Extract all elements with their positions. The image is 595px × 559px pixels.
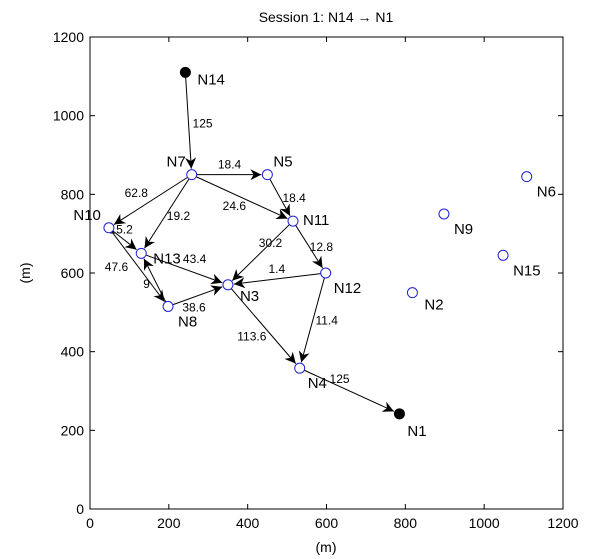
node-label: N7 xyxy=(167,154,186,171)
node-label: N10 xyxy=(73,207,101,224)
edge-N10-N13 xyxy=(112,230,137,251)
chart-title: Session 1: N14 → N1 xyxy=(259,9,394,25)
node-label: N12 xyxy=(334,280,362,297)
edge-N7-N10 xyxy=(113,176,188,225)
edge-N10-N8 xyxy=(111,231,165,302)
node-label: N2 xyxy=(424,297,443,314)
edge-weight-label: 113.6 xyxy=(237,329,266,343)
edge-weight-label: 1.4 xyxy=(268,262,285,276)
edge-weight-label: 18.4 xyxy=(283,191,307,205)
edge-weight-label: 24.6 xyxy=(223,199,247,213)
node-label: N14 xyxy=(197,71,225,88)
edge-weight-label: 125 xyxy=(330,372,350,386)
edge-weight-label: 125 xyxy=(193,117,213,131)
node-N5 xyxy=(261,169,273,181)
node-N12 xyxy=(320,267,332,279)
edge-N12-N4 xyxy=(298,277,325,363)
node-N13 xyxy=(135,247,147,259)
edge-N7-N13 xyxy=(144,178,190,249)
node-layer xyxy=(103,66,533,420)
node-N3 xyxy=(222,279,234,291)
node-N2 xyxy=(406,287,418,299)
y-axis-label: (m) xyxy=(17,263,33,284)
node-label: N9 xyxy=(454,221,473,238)
edge-weight-label: 11.4 xyxy=(315,314,338,328)
edge-weight-label: 12.8 xyxy=(310,240,334,254)
node-N8 xyxy=(162,300,174,312)
node-N9 xyxy=(438,208,450,220)
node-label: N5 xyxy=(273,154,292,171)
node-label: N3 xyxy=(240,288,259,305)
node-N6 xyxy=(521,171,533,183)
edge-weight-label: 43.4 xyxy=(183,252,207,266)
edge-N14-N7 xyxy=(185,77,197,169)
edge-label-layer: 125 18.4 18.4 62.8 19.2 24.6 15.2 47.6 43.4 9 38.6… xyxy=(105,117,350,386)
x-tick-label: 800 xyxy=(394,515,418,531)
x-tick-label: 400 xyxy=(236,515,260,531)
node-N14 xyxy=(179,66,191,78)
x-tick-label: 200 xyxy=(157,515,181,531)
y-tick-label: 1200 xyxy=(53,29,84,45)
edge-weight-label: 19.2 xyxy=(167,209,191,223)
x-tick-label: 600 xyxy=(315,515,339,531)
y-tick-label: 200 xyxy=(61,422,85,438)
y-tick-label: 600 xyxy=(61,265,85,281)
node-label: N13 xyxy=(153,250,181,267)
node-label: N1 xyxy=(407,423,426,440)
y-tick-label: 800 xyxy=(61,186,85,202)
edge-layer xyxy=(111,77,395,412)
edge-weight-label: 15.2 xyxy=(109,223,133,237)
edge-N11-N3 xyxy=(231,224,290,281)
x-tick-label: 0 xyxy=(86,515,94,531)
edge-weight-label: 30.2 xyxy=(259,236,283,250)
edge-weight-label: 9 xyxy=(143,277,150,291)
node-N10 xyxy=(103,222,115,234)
edge-N8-N3 xyxy=(172,285,223,306)
node-N15 xyxy=(497,249,509,261)
edge-N7-N11 xyxy=(196,176,288,220)
x-axis-label: (m) xyxy=(316,539,337,555)
node-N7 xyxy=(186,169,198,181)
edge-weight-label: 47.6 xyxy=(105,260,129,274)
edge-N13-N3 xyxy=(145,254,223,285)
node-label-layer: N1 N2 N3 N4 N5 N6 N7 N8 N9 N10 N11 N12 N13 N14 N15 xyxy=(73,71,556,439)
node-N4 xyxy=(294,362,306,374)
edge-N3-N4 xyxy=(230,288,297,364)
node-label: N15 xyxy=(513,262,541,279)
node-label: N8 xyxy=(178,313,197,330)
edge-weight-label: 62.8 xyxy=(125,186,149,200)
x-tick-label: 1000 xyxy=(469,515,500,531)
node-N1 xyxy=(393,408,405,420)
y-tick-label: 0 xyxy=(76,501,84,517)
edge-weight-label: 38.6 xyxy=(182,301,206,315)
edge-weight-label: 18.4 xyxy=(218,158,242,172)
node-N11 xyxy=(287,215,299,227)
edge-N12-N3 xyxy=(233,273,321,289)
edge-N11-N12 xyxy=(295,225,323,269)
node-label: N4 xyxy=(308,375,327,392)
edge-N8-N13 xyxy=(143,258,167,303)
y-tick-label: 400 xyxy=(61,344,85,360)
node-label: N6 xyxy=(537,184,556,201)
node-label: N11 xyxy=(303,212,329,229)
y-tick-label: 1000 xyxy=(53,108,84,124)
edge-N4-N1 xyxy=(304,369,395,412)
x-tick-label: 1200 xyxy=(547,515,578,531)
axis-ticks: 0 200 400 600 800 1000 1200 0 200 400 600 800 1000 12… xyxy=(53,29,579,531)
